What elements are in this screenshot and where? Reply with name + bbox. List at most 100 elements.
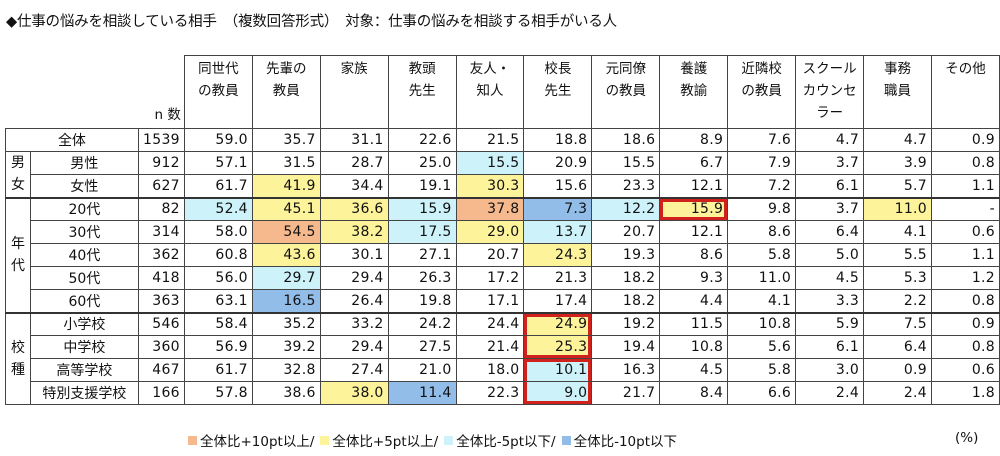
value-cell: 1.1: [930, 243, 1000, 267]
value-cell: 25.3: [523, 335, 593, 359]
value-cell: 2.4: [795, 381, 865, 405]
value-cell: 4.5: [659, 358, 729, 382]
value-cell: 63.1: [183, 289, 253, 313]
value-cell: 60.8: [183, 243, 253, 267]
value-cell: 11.4: [387, 381, 457, 405]
value-cell: 5.5: [863, 243, 932, 267]
legend-swatch-icon: [188, 435, 197, 445]
value-cell: 5.7: [863, 174, 932, 198]
value-cell: 15.5: [455, 151, 525, 175]
value-cell: 11.0: [727, 266, 797, 290]
table-row: 高等学校 467 61.7 32.8 27.4 21.0 18.0 10.1 16.3 4.5 5.…: [6, 358, 1000, 382]
legend-label: 全体比-5pt以下/: [456, 434, 556, 450]
value-cell: 6.7: [659, 151, 729, 175]
row-label: 男性: [29, 151, 139, 175]
table-row: 中学校 360 56.9 39.2 29.4 27.5 21.4 25.3 19.4 10.8 5.…: [6, 335, 1000, 359]
value-cell: 30.3: [455, 174, 525, 198]
value-cell: 45.1: [251, 196, 321, 221]
value-cell: 29.7: [251, 266, 321, 290]
value-cell: 41.9: [251, 174, 321, 198]
value-cell: 17.4: [523, 289, 593, 313]
value-cell: 7.2: [727, 174, 797, 198]
value-cell: 17.2: [455, 266, 525, 290]
n-count: 546: [137, 311, 185, 336]
value-cell: 19.2: [591, 311, 661, 336]
value-cell: 0.8: [930, 289, 1000, 313]
value-cell: 39.2: [251, 335, 321, 359]
legend-swatch-icon: [561, 435, 571, 445]
legend-item: 全体比-10pt以下: [561, 430, 678, 450]
n-count: 1539: [137, 128, 185, 152]
value-cell: 54.5: [251, 220, 321, 244]
value-cell: 3.0: [795, 358, 865, 382]
column-header: 家族: [319, 55, 389, 129]
value-cell: 23.3: [591, 174, 661, 198]
value-cell: 13.7: [523, 220, 593, 244]
n-count: 166: [137, 381, 185, 405]
value-cell: 11.0: [863, 196, 932, 221]
column-header: 教頭 先生: [387, 55, 457, 129]
value-cell: 2.2: [863, 289, 932, 313]
n-count-header: n 数: [138, 55, 185, 129]
value-cell: 58.4: [183, 311, 253, 336]
n-count: 360: [137, 335, 185, 359]
value-cell: 24.4: [455, 311, 525, 336]
unit-label: (%): [955, 430, 979, 446]
value-cell: 6.6: [727, 381, 797, 405]
value-cell: 8.4: [659, 381, 729, 405]
value-cell: 4.1: [863, 220, 932, 244]
n-count: 82: [137, 196, 185, 221]
value-cell: 37.8: [455, 196, 525, 221]
legend-swatch-icon: [444, 435, 454, 445]
value-cell: 0.6: [930, 220, 1000, 244]
column-header: 友人・ 知人: [455, 55, 525, 129]
legend-item: 全体比+10pt以上/: [188, 430, 314, 450]
value-cell: 17.1: [455, 289, 525, 313]
column-header: 元同僚 の教員: [591, 55, 661, 129]
value-cell: 6.1: [795, 174, 865, 198]
value-cell: 5.8: [727, 243, 797, 267]
table-row: 40代 362 60.8 43.6 30.1 27.1 20.7 24.3 19.3 8.6 5.8…: [6, 243, 1000, 267]
value-cell: 4.1: [727, 289, 797, 313]
value-cell: 26.3: [387, 266, 457, 290]
table-row: 30代 314 58.0 54.5 38.2 17.5 29.0 13.7 20.7 12.1 8.…: [6, 220, 1000, 244]
value-cell: 20.9: [523, 151, 593, 175]
value-cell: 21.5: [455, 128, 525, 152]
group-label: 男女: [5, 151, 31, 198]
value-cell: 6.4: [795, 220, 865, 244]
data-table: n 数同世代 の教員 先輩の 教員 家族 教頭 先生 友人・ 知人 校長 先生 元同僚 の教員 養護 教諭近…: [5, 55, 1000, 405]
row-label: 特別支援学校: [29, 381, 139, 405]
value-cell: 11.5: [659, 311, 729, 336]
row-label: 高等学校: [29, 358, 139, 382]
value-cell: 32.8: [251, 358, 321, 382]
value-cell: 52.4: [183, 196, 253, 221]
value-cell: 12.2: [591, 196, 661, 221]
value-cell: 4.5: [795, 266, 865, 290]
value-cell: 3.9: [863, 151, 932, 175]
value-cell: 12.1: [659, 220, 729, 244]
value-cell: 57.1: [183, 151, 253, 175]
value-cell: 15.5: [591, 151, 661, 175]
value-cell: 24.9: [523, 311, 593, 336]
value-cell: 6.1: [795, 335, 865, 359]
value-cell: 16.3: [591, 358, 661, 382]
value-cell: 56.9: [183, 335, 253, 359]
value-cell: 18.8: [523, 128, 593, 152]
value-cell: 56.0: [183, 266, 253, 290]
value-cell: 9.3: [659, 266, 729, 290]
legend-label: 全体比-10pt以下: [573, 434, 678, 450]
table-row: 女性 627 61.7 41.9 34.4 19.1 30.3 15.6 23.3 12.1 7.2…: [6, 174, 1000, 198]
column-header: 近隣校 の教員: [727, 55, 797, 129]
value-cell: 43.6: [251, 243, 321, 267]
table-row: 60代 363 63.1 16.5 26.4 19.8 17.1 17.4 18.2 4.4 4.1…: [6, 289, 1000, 313]
column-header: スクール カウンセ ラー: [795, 55, 865, 129]
value-cell: 18.6: [591, 128, 661, 152]
value-cell: 61.7: [183, 174, 253, 198]
value-cell: 34.4: [319, 174, 389, 198]
row-label: 50代: [29, 266, 139, 290]
column-header: 同世代 の教員: [183, 55, 253, 129]
value-cell: 21.3: [523, 266, 593, 290]
value-cell: 0.6: [930, 358, 1000, 382]
column-header: その他: [930, 55, 1000, 129]
legend-label: 全体比+5pt以上/: [332, 434, 439, 450]
